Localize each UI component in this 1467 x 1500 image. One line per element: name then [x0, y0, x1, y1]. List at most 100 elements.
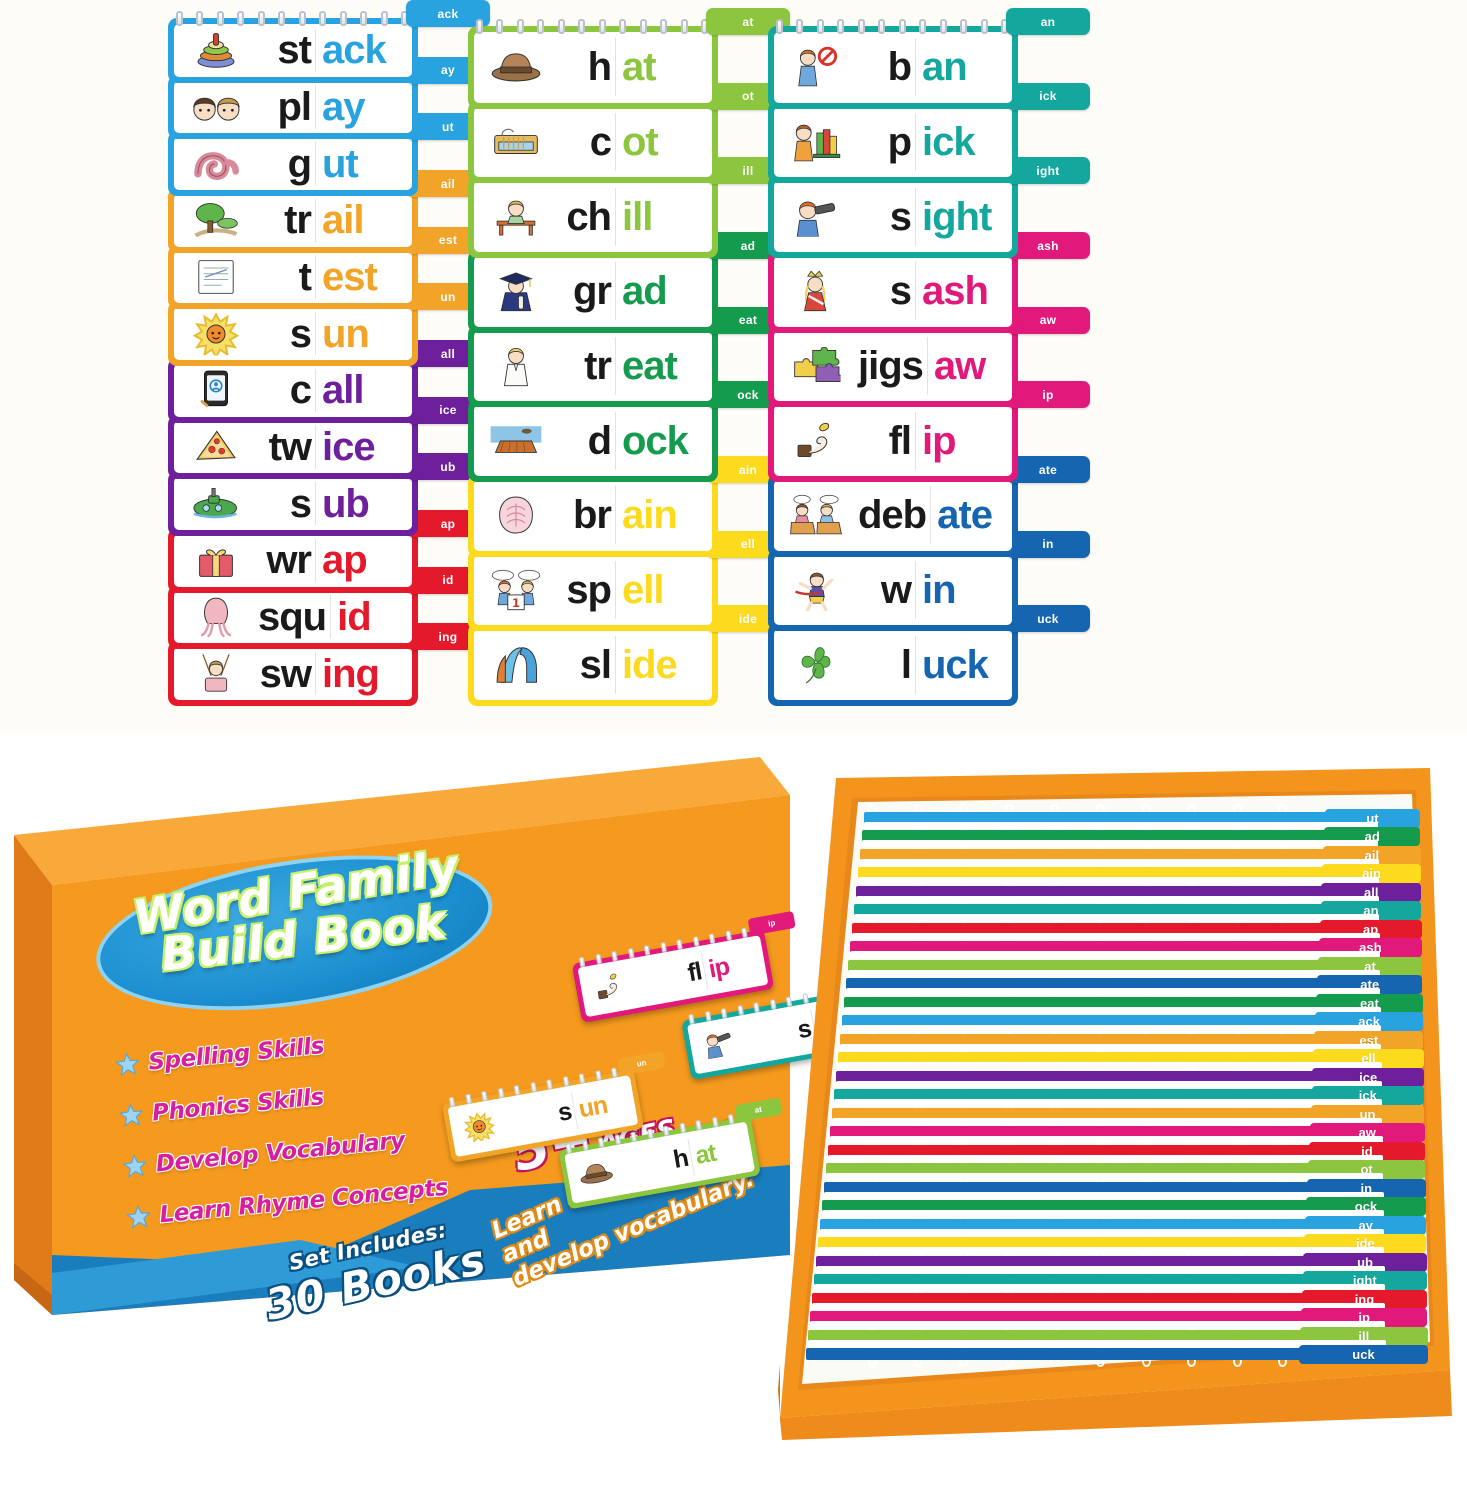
tray-book-page-edge	[858, 877, 1379, 885]
tray-book-page-edge	[816, 1265, 1385, 1273]
squid-icon	[174, 591, 258, 644]
sample-card-tab: un	[617, 1050, 666, 1076]
card-rime: ate	[937, 493, 993, 538]
card-sheet: c ot	[474, 106, 712, 178]
word-card[interactable]: at h at	[468, 8, 790, 109]
word-card[interactable]: ip fl ip	[768, 381, 1090, 482]
word-card[interactable]: eat tr eat	[468, 306, 790, 408]
tray-book[interactable]: ight	[814, 1271, 1427, 1291]
card-column-3: an b an ick p ick ight s ight ash s ash aw jigs aw ip fl…	[768, 8, 1090, 708]
word-card[interactable]: ice tw ice	[168, 396, 490, 480]
card-onset: ch	[566, 194, 612, 239]
sample-card-sheet: fl ip	[577, 935, 769, 1018]
word-card[interactable]: aw jigs aw	[768, 306, 1090, 408]
debate-icon	[774, 480, 858, 551]
card-tab[interactable]: ick	[1006, 82, 1090, 110]
word-card[interactable]: ut g ut	[168, 113, 490, 196]
card-tab[interactable]: ash	[1006, 232, 1090, 259]
card-sheet: tw ice	[174, 420, 412, 474]
word-card[interactable]: id squ id	[168, 566, 490, 650]
tray-book[interactable]: uck	[806, 1345, 1428, 1365]
slide-icon	[474, 629, 558, 700]
card-onset: c	[589, 119, 612, 164]
pick-books-icon	[774, 107, 858, 178]
sight-telescope-icon	[687, 1014, 752, 1076]
card-sheet: p ick	[774, 106, 1012, 178]
card-sheet: st ack	[174, 24, 412, 77]
sun-icon	[447, 1094, 512, 1160]
treat-doctor-icon	[474, 331, 558, 402]
word-card[interactable]: uck l uck	[768, 605, 1090, 706]
word-card[interactable]: ay pl ay	[168, 56, 490, 140]
card-tab[interactable]: an	[1006, 8, 1090, 35]
card-divider	[930, 486, 932, 545]
card-onset: gr	[573, 269, 612, 314]
card-tab[interactable]: ate	[1006, 456, 1090, 483]
card-sheet: h at	[474, 32, 712, 103]
card-sheet: pl ay	[174, 80, 412, 134]
word-card[interactable]: ate deb ate	[768, 456, 1090, 557]
word-card[interactable]: ain br ain	[468, 456, 790, 557]
card-divider	[315, 368, 316, 412]
feature-bullet: Spelling Skills	[114, 1013, 535, 1079]
sample-card-onset: s	[555, 1096, 574, 1127]
word-card[interactable]: in w in	[768, 530, 1090, 632]
card-divider	[315, 538, 316, 582]
card-divider	[915, 187, 916, 246]
tray-book-page-edge	[824, 1191, 1384, 1199]
tray-book-page-edge	[836, 1080, 1382, 1088]
card-onset: t	[298, 254, 312, 299]
word-card[interactable]: ad gr ad	[468, 232, 790, 333]
word-card[interactable]: an b an	[768, 8, 1090, 109]
word-card[interactable]: ock d ock	[468, 381, 790, 482]
word-card[interactable]: ing sw ing	[168, 623, 490, 706]
word-card[interactable]: ell 1 sp ell	[468, 530, 790, 632]
card-column-2: at h at ot c ot ill ch ill ad gr ad eat tr eat ock d ock a…	[468, 8, 790, 708]
card-tab[interactable]: ip	[1006, 381, 1090, 409]
word-card[interactable]: ill ch ill	[468, 157, 790, 258]
sash-princess-icon	[774, 256, 858, 327]
word-card[interactable]: ick p ick	[768, 82, 1090, 184]
card-sheet: gr ad	[474, 256, 712, 327]
tray-book[interactable]: ay	[820, 1215, 1427, 1235]
card-rime: ip	[922, 418, 957, 463]
word-card[interactable]: un s un	[168, 283, 490, 366]
card-sheet: jigs aw	[774, 330, 1012, 402]
sample-word-card: ip fl ip	[571, 910, 796, 1023]
card-rime: aw	[933, 343, 986, 388]
word-card[interactable]: ail tr ail	[168, 170, 490, 253]
tray-book[interactable]: aw	[830, 1123, 1425, 1143]
card-rime: uck	[922, 642, 989, 687]
word-card[interactable]: all c all	[168, 340, 490, 423]
card-tab[interactable]: ight	[1006, 157, 1090, 185]
card-onset: b	[887, 45, 912, 90]
word-card[interactable]: ack st ack	[168, 0, 490, 83]
feature-bullet-label: Spelling Skills	[147, 1032, 326, 1076]
word-card[interactable]: ash s ash	[768, 232, 1090, 333]
card-rime: all	[322, 368, 364, 413]
word-card[interactable]: ight s ight	[768, 157, 1090, 258]
word-card[interactable]: ub s ub	[168, 453, 490, 536]
sample-word-card: un s un	[441, 1050, 666, 1163]
word-card[interactable]: est t est	[168, 226, 490, 310]
card-divider	[315, 255, 316, 299]
card-sheet: ch ill	[474, 181, 712, 252]
word-card[interactable]: ot c ot	[468, 82, 790, 184]
tray-book-tab[interactable]: uck	[1299, 1345, 1428, 1365]
sample-card-sheet: s un	[447, 1075, 639, 1160]
card-divider	[915, 561, 916, 619]
card-rime: ain	[622, 493, 678, 538]
win-runner-icon	[774, 555, 858, 626]
card-tab[interactable]: aw	[1006, 306, 1090, 334]
card-tab[interactable]: in	[1006, 530, 1090, 558]
card-divider	[315, 312, 316, 356]
card-sheet: s un	[174, 307, 412, 360]
card-rime: ice	[322, 424, 376, 469]
product-box: Word Family Build Book Spelling Skills Ph…	[0, 735, 906, 1395]
card-onset: s	[889, 269, 912, 314]
card-tab[interactable]: uck	[1006, 605, 1090, 633]
card-rime: ide	[622, 642, 678, 687]
tray-book-page-edge	[828, 1154, 1383, 1162]
word-card[interactable]: ide sl ide	[468, 605, 790, 706]
word-card[interactable]: ap wr ap	[168, 510, 490, 593]
